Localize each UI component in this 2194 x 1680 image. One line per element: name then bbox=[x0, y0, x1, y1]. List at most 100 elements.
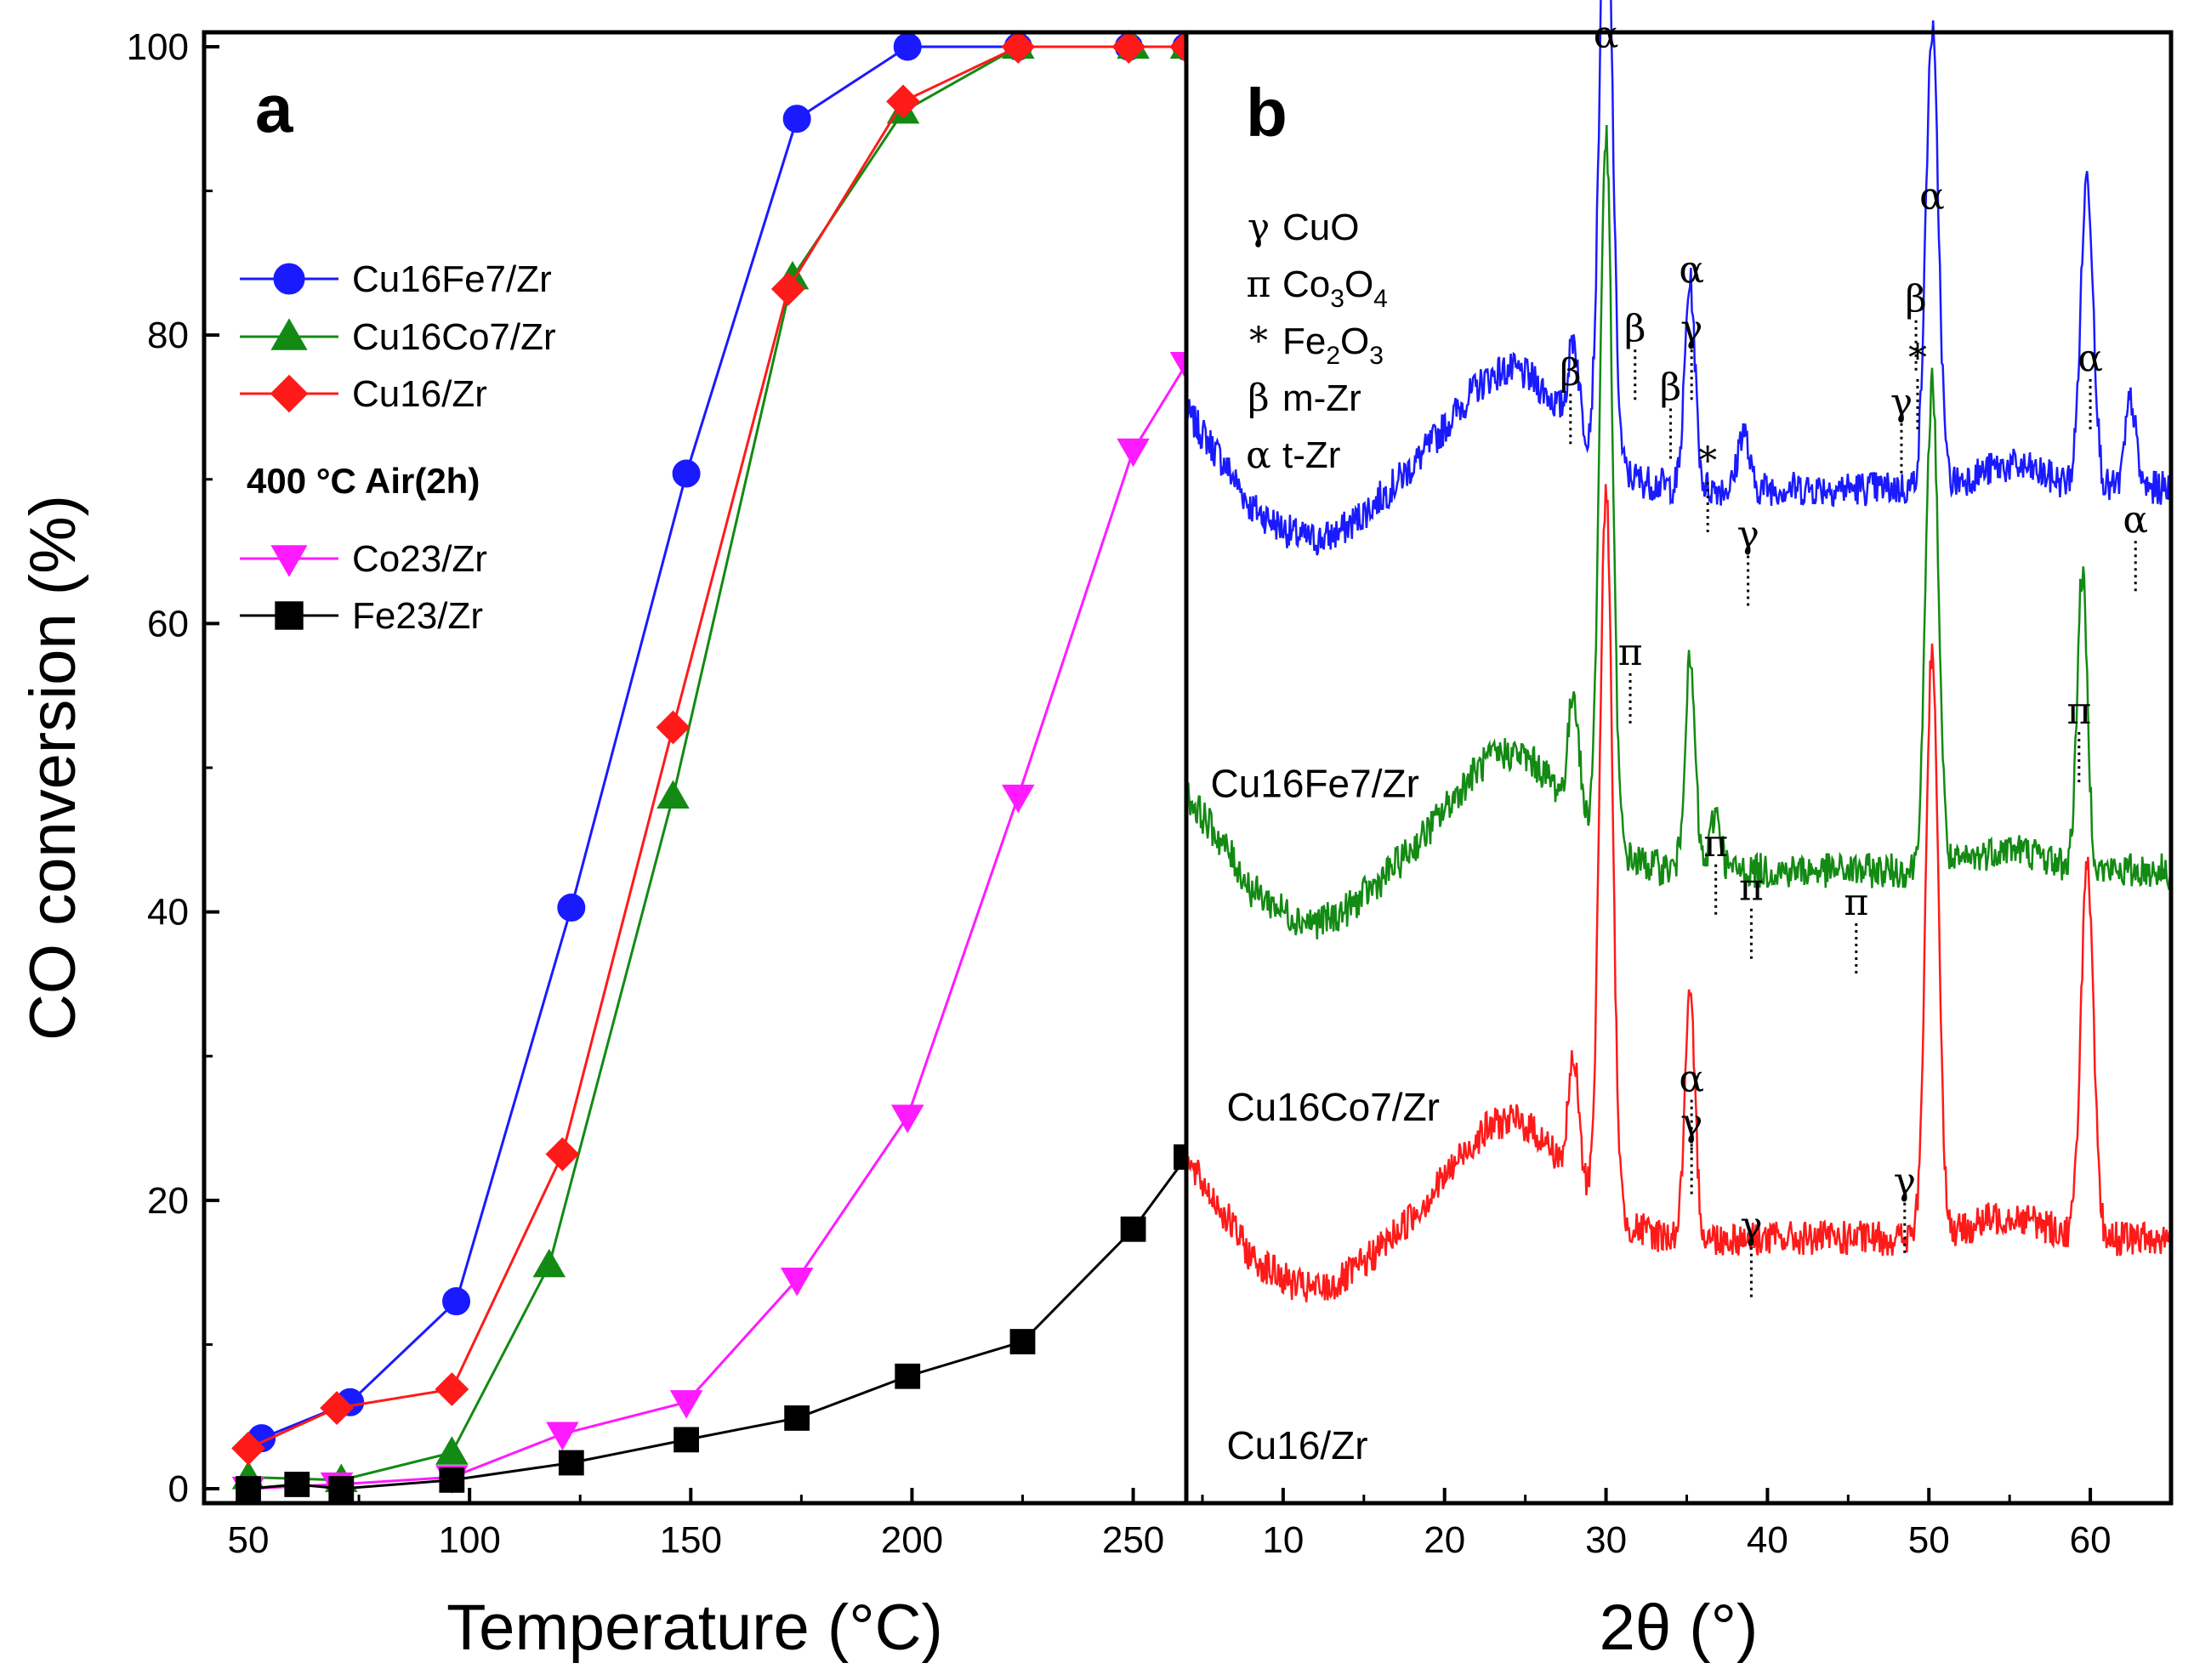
b-sample-label: Cu16Co7/Zr bbox=[1226, 1085, 1440, 1129]
a-data-point bbox=[770, 271, 805, 306]
phase-label: m-Zr bbox=[1282, 377, 1361, 419]
b-peak-label: α bbox=[1594, 13, 1619, 56]
a-data-point bbox=[669, 1390, 703, 1419]
a-data-point bbox=[780, 1268, 814, 1297]
panel-a-legend: Cu16Fe7/Zr Cu16Co7/Zr Cu16/Zr Co23/Zr Fe23/Z… bbox=[240, 258, 556, 637]
legend-label: Co23/Zr bbox=[352, 538, 487, 580]
a-data-point bbox=[439, 1467, 465, 1493]
panel-a-x-axis-title: Temperature (°C) bbox=[446, 1592, 943, 1664]
b-xrd-pattern bbox=[1185, 0, 2172, 556]
b-peak-label: β bbox=[1624, 307, 1646, 350]
legend-label: Cu16/Zr bbox=[352, 373, 487, 415]
a-data-point bbox=[672, 459, 701, 488]
a-x-tick-label: 250 bbox=[1102, 1519, 1164, 1561]
phase-label: t-Zr bbox=[1282, 434, 1340, 476]
a-data-point bbox=[674, 1427, 699, 1453]
phase-symbol: π bbox=[1247, 263, 1271, 306]
b-peak-label: π bbox=[1618, 631, 1643, 674]
panel-a-y-ticks: 0 20 40 60 80 100 bbox=[127, 26, 219, 1510]
legend-marker bbox=[270, 545, 308, 577]
a-series-line bbox=[261, 45, 1186, 1440]
a-y-tick-label: 0 bbox=[168, 1468, 189, 1510]
phase-label: Fe2O3 bbox=[1282, 321, 1384, 370]
a-data-point bbox=[284, 1472, 310, 1497]
phase-symbol: * bbox=[1249, 320, 1268, 363]
b-peak-label: π bbox=[1739, 866, 1764, 910]
panel-a: 50 100 150 200 250 0 20 40 60 80 100 a Temperatur… bbox=[17, 26, 1189, 1664]
a-data-point bbox=[1120, 1216, 1146, 1242]
phase-symbol: α bbox=[1246, 434, 1271, 477]
a-data-point bbox=[1169, 30, 1186, 64]
a-y-tick-label: 20 bbox=[147, 1180, 189, 1222]
b-peak-label: π bbox=[1703, 822, 1728, 866]
b-peak-label: γ bbox=[1890, 381, 1913, 424]
b-x-tick-label: 60 bbox=[2070, 1519, 2112, 1561]
a-data-point bbox=[886, 84, 920, 119]
a-data-point bbox=[1002, 784, 1035, 814]
a-data-point bbox=[782, 105, 811, 133]
b-x-tick-label: 30 bbox=[1585, 1519, 1627, 1561]
b-peak-label: α bbox=[1679, 1058, 1704, 1101]
a-data-point bbox=[893, 32, 922, 61]
b-peak-label: * bbox=[1698, 440, 1717, 483]
a-data-point bbox=[558, 1450, 584, 1476]
b-peak-label: γ bbox=[1680, 307, 1702, 350]
b-peak-label: π bbox=[2066, 690, 2091, 733]
a-data-point bbox=[656, 780, 690, 809]
a-x-tick-label: 200 bbox=[881, 1519, 943, 1561]
panel-b-x-axis-title: 2θ (°) bbox=[1600, 1592, 1759, 1664]
legend-marker bbox=[273, 263, 305, 295]
b-sample-label: Cu16Fe7/Zr bbox=[1210, 762, 1418, 806]
panel-a-x-ticks: 50 100 150 200 250 bbox=[228, 1488, 1164, 1561]
phase-label: CuO bbox=[1282, 207, 1359, 248]
b-x-tick-label: 40 bbox=[1747, 1519, 1788, 1561]
a-y-tick-label: 80 bbox=[147, 315, 189, 356]
a-x-tick-label: 50 bbox=[228, 1519, 270, 1561]
a-x-tick-label: 100 bbox=[438, 1519, 500, 1561]
b-peak-label: γ bbox=[1740, 1205, 1762, 1248]
a-series-line bbox=[247, 1156, 1186, 1490]
legend-label: Cu16Co7/Zr bbox=[352, 316, 556, 358]
b-peak-label: γ bbox=[1680, 1102, 1702, 1145]
phase-symbol: γ bbox=[1248, 206, 1270, 249]
a-data-point bbox=[1009, 1329, 1036, 1354]
legend-marker bbox=[270, 374, 309, 413]
panel-a-frame bbox=[202, 30, 1189, 1506]
panel-a-series bbox=[231, 30, 1186, 1506]
b-peak-label: π bbox=[1844, 881, 1868, 924]
panel-a-y-axis-title: CO conversion (%) bbox=[17, 495, 89, 1041]
a-data-point bbox=[557, 894, 586, 922]
a-x-tick-label: 150 bbox=[660, 1519, 722, 1561]
a-y-tick-label: 40 bbox=[147, 892, 189, 934]
b-peak-label: β bbox=[1905, 278, 1926, 321]
a-data-point bbox=[656, 710, 691, 745]
panel-a-letter: a bbox=[255, 71, 293, 146]
b-peak-label: α bbox=[2077, 337, 2103, 380]
a-data-point bbox=[895, 1363, 921, 1389]
b-peak-label: β bbox=[1560, 351, 1581, 394]
b-peak-label: α bbox=[1919, 175, 1945, 219]
a-data-point bbox=[1117, 438, 1150, 468]
a-data-point bbox=[532, 1248, 566, 1278]
b-xrd-pattern bbox=[1185, 484, 2172, 1303]
a-series-line bbox=[247, 363, 1186, 1490]
a-data-point bbox=[784, 1405, 810, 1431]
b-peak-label: γ bbox=[1736, 514, 1759, 557]
a-y-tick-label: 60 bbox=[147, 603, 189, 644]
panel-b-series bbox=[1185, 0, 2172, 1303]
a-data-point bbox=[1169, 351, 1186, 381]
panel-b-letter: b bbox=[1246, 75, 1287, 150]
legend-label: Fe23/Zr bbox=[352, 595, 483, 637]
b-peak-label: α bbox=[2123, 498, 2148, 542]
b-x-tick-label: 50 bbox=[1908, 1519, 1950, 1561]
a-data-point bbox=[231, 1431, 265, 1466]
a-data-point bbox=[890, 1104, 924, 1133]
panel-b-frame bbox=[1184, 30, 2174, 1506]
b-peak-label: * bbox=[1908, 337, 1927, 380]
a-series-line bbox=[247, 45, 1186, 1450]
a-data-point bbox=[320, 1391, 354, 1425]
b-peak-label: α bbox=[1679, 248, 1704, 292]
